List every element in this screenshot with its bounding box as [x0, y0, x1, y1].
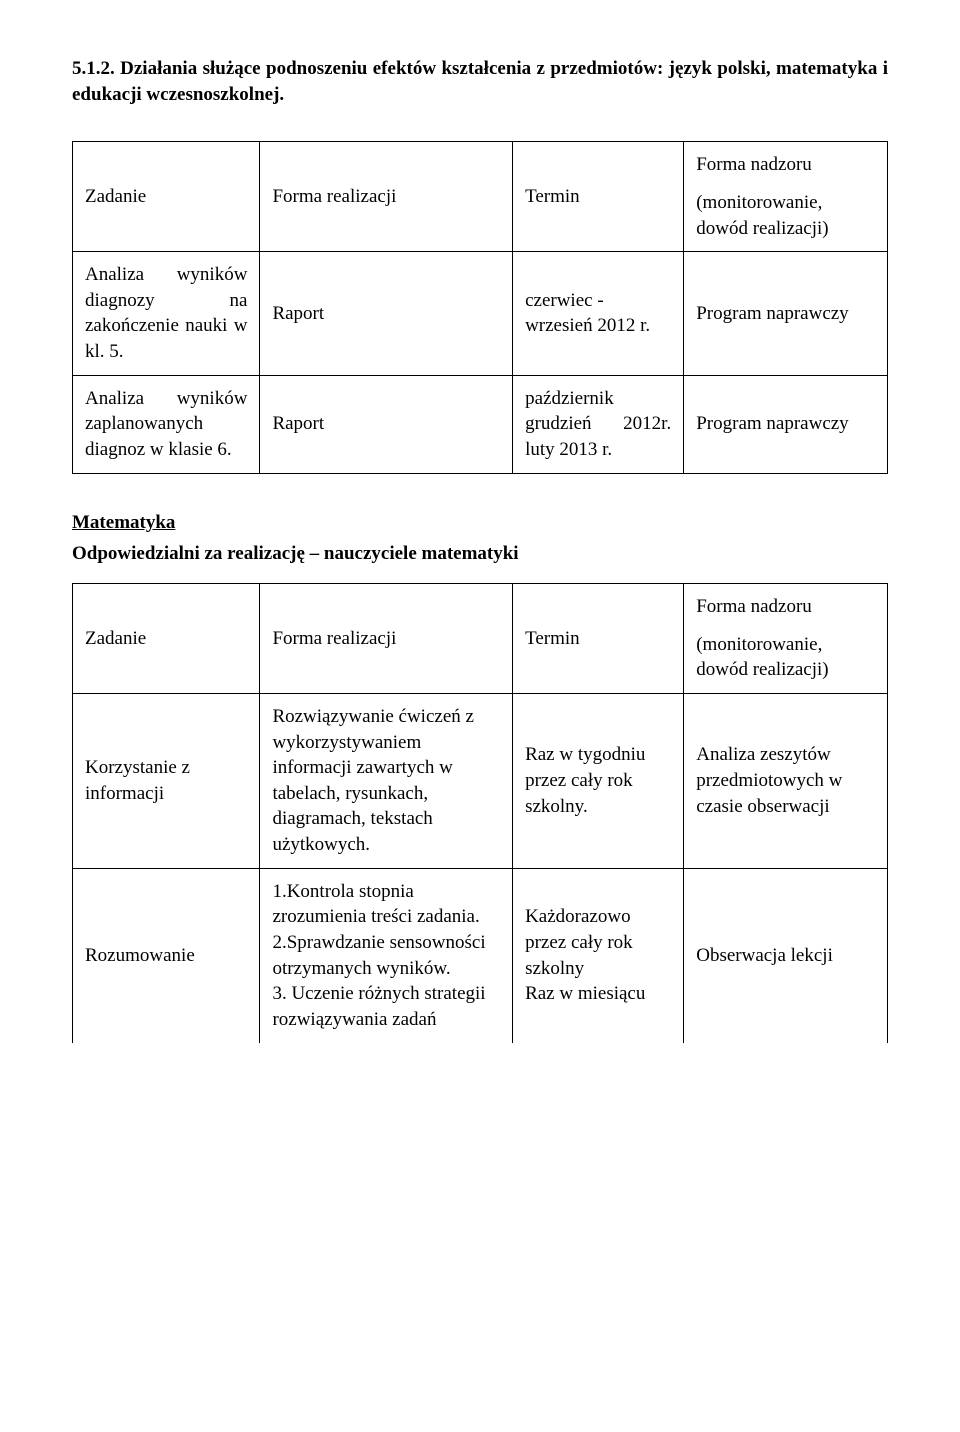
- header-line-1: Forma nadzoru: [696, 594, 875, 620]
- subsection-bold: Odpowiedzialni za realizację – nauczycie…: [72, 541, 888, 567]
- table-cell: Program naprawczy: [684, 252, 888, 376]
- table-header-cell: Forma nadzoru (monitorowanie, dowód real…: [684, 583, 888, 693]
- table-header-cell: Forma realizacji: [260, 583, 513, 693]
- table-header-cell: Termin: [513, 583, 684, 693]
- table-1: Zadanie Forma realizacji Termin Forma na…: [72, 141, 888, 473]
- table-row: Rozumowanie 1.Kontrola stopnia zrozumien…: [73, 868, 888, 1042]
- header-line-2: (monitorowanie, dowód realizacji): [696, 632, 875, 683]
- table-header-cell: Termin: [513, 142, 684, 252]
- table-cell: Każdorazowo przez cały rok szkolny Raz w…: [513, 868, 684, 1042]
- table-cell: Korzystanie z informacji: [73, 693, 260, 868]
- table-cell: Analiza wyników diagnozy na zakończenie …: [73, 252, 260, 376]
- subsection-underline: Matematyka: [72, 510, 888, 536]
- table-cell: Rozwiązywanie ćwiczeń z wykorzystywaniem…: [260, 693, 513, 868]
- table-cell: Program naprawczy: [684, 375, 888, 473]
- table-cell: Raport: [260, 375, 513, 473]
- table-cell: Obserwacja lekcji: [684, 868, 888, 1042]
- table-row: Korzystanie z informacji Rozwiązywanie ć…: [73, 693, 888, 868]
- table-row: Analiza wyników diagnozy na zakończenie …: [73, 252, 888, 376]
- table-cell: Analiza wyników zaplanowanych diagnoz w …: [73, 375, 260, 473]
- table-cell: Analiza zeszytów przedmiotowych w czasie…: [684, 693, 888, 868]
- section-heading: 5.1.2. Działania służące podnoszeniu efe…: [72, 56, 888, 107]
- table-header-cell: Forma realizacji: [260, 142, 513, 252]
- table-2: Zadanie Forma realizacji Termin Forma na…: [72, 583, 888, 1043]
- table-cell: Raport: [260, 252, 513, 376]
- table-cell: październik grudzień 2012r. luty 2013 r.: [513, 375, 684, 473]
- header-line-2: (monitorowanie, dowód realizacji): [696, 190, 875, 241]
- table-header-cell: Zadanie: [73, 583, 260, 693]
- table-row: Zadanie Forma realizacji Termin Forma na…: [73, 142, 888, 252]
- table-row: Analiza wyników zaplanowanych diagnoz w …: [73, 375, 888, 473]
- table-row: Zadanie Forma realizacji Termin Forma na…: [73, 583, 888, 693]
- table-header-cell: Forma nadzoru (monitorowanie, dowód real…: [684, 142, 888, 252]
- table-cell: Rozumowanie: [73, 868, 260, 1042]
- table-cell: czerwiec - wrzesień 2012 r.: [513, 252, 684, 376]
- table-cell: Raz w tygodniu przez cały rok szkolny.: [513, 693, 684, 868]
- table-cell: 1.Kontrola stopnia zrozumienia treści za…: [260, 868, 513, 1042]
- header-line-1: Forma nadzoru: [696, 152, 875, 178]
- table-header-cell: Zadanie: [73, 142, 260, 252]
